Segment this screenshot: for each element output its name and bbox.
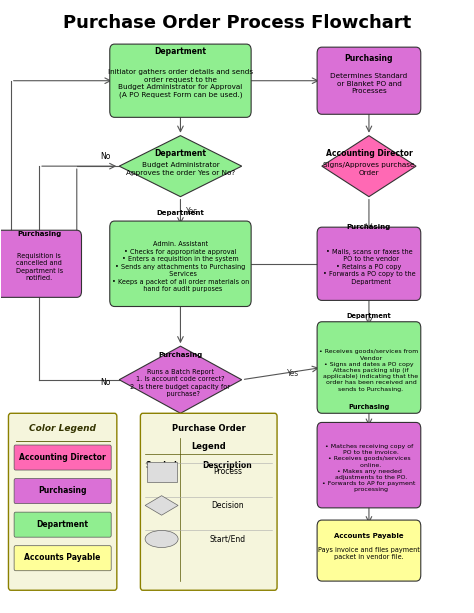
Text: Department: Department: [346, 313, 391, 319]
Text: • Mails, scans or faxes the
  PO to the vendor
• Retains a PO copy
• Forwards a : • Mails, scans or faxes the PO to the ve…: [323, 249, 415, 285]
Text: Purchase Order: Purchase Order: [172, 424, 246, 433]
Text: Yes: Yes: [186, 207, 198, 216]
FancyBboxPatch shape: [9, 413, 117, 590]
Text: Color Legend: Color Legend: [29, 424, 96, 433]
Text: Legend: Legend: [191, 443, 226, 451]
FancyBboxPatch shape: [14, 512, 111, 537]
Ellipse shape: [145, 530, 178, 547]
Text: Department: Department: [155, 47, 207, 56]
Text: Purchasing: Purchasing: [38, 486, 87, 495]
Text: Admin. Assistant
• Checks for appropriate approval
• Enters a requisition in the: Admin. Assistant • Checks for appropriat…: [112, 242, 249, 292]
FancyBboxPatch shape: [110, 221, 251, 306]
FancyBboxPatch shape: [146, 462, 177, 482]
Text: • Receives goods/services from
  Vendor
• Signs and dates a PO copy
  Attaches p: • Receives goods/services from Vendor • …: [319, 349, 419, 392]
Text: Department: Department: [156, 210, 204, 216]
Text: Process: Process: [213, 467, 242, 476]
Text: Description: Description: [203, 460, 253, 470]
Text: Accounting Director: Accounting Director: [19, 453, 106, 462]
Text: Purchase Order Process Flowchart: Purchase Order Process Flowchart: [63, 13, 411, 32]
Polygon shape: [145, 496, 178, 515]
FancyBboxPatch shape: [14, 479, 111, 504]
Text: Decision: Decision: [211, 501, 244, 510]
FancyBboxPatch shape: [140, 413, 277, 590]
FancyBboxPatch shape: [317, 47, 421, 114]
Text: No: No: [100, 378, 110, 387]
Text: Department: Department: [36, 520, 89, 529]
Text: Runs a Batch Report
1. Is account code correct?
2. Is there budget capacity for
: Runs a Batch Report 1. Is account code c…: [130, 368, 230, 397]
Polygon shape: [119, 135, 242, 197]
Text: Pays invoice and files payment
packet in vendor file.: Pays invoice and files payment packet in…: [318, 547, 420, 560]
Text: Purchasing: Purchasing: [345, 54, 393, 63]
Text: Budget Administrator
Approves the order Yes or No?: Budget Administrator Approves the order …: [126, 162, 235, 176]
Text: Yes: Yes: [287, 369, 300, 378]
FancyBboxPatch shape: [317, 322, 421, 413]
Polygon shape: [119, 346, 242, 413]
Text: Accounting Director: Accounting Director: [326, 150, 412, 158]
Text: Requisition is
cancelled and
Department is
notified.: Requisition is cancelled and Department …: [16, 253, 63, 281]
FancyBboxPatch shape: [110, 44, 251, 117]
Text: No: No: [100, 153, 110, 161]
Text: Symbol: Symbol: [146, 460, 177, 470]
Text: Purchasing: Purchasing: [158, 352, 202, 359]
Polygon shape: [322, 135, 416, 197]
Text: Purchasing: Purchasing: [347, 224, 391, 230]
FancyBboxPatch shape: [317, 520, 421, 581]
FancyBboxPatch shape: [317, 422, 421, 508]
FancyBboxPatch shape: [0, 230, 82, 297]
Text: Determines Standard
or Blanket PO and
Processes: Determines Standard or Blanket PO and Pr…: [330, 74, 408, 94]
Text: Signs/Approves purchase
Order: Signs/Approves purchase Order: [323, 162, 415, 176]
Text: Accounts Payable: Accounts Payable: [25, 554, 101, 562]
Text: • Matches receiving copy of
  PO to the invoice.
• Receives goods/services
  onl: • Matches receiving copy of PO to the in…: [322, 444, 416, 492]
FancyBboxPatch shape: [14, 546, 111, 571]
Text: Purchasing: Purchasing: [348, 403, 390, 409]
Text: Accounts Payable: Accounts Payable: [334, 533, 404, 539]
Text: Start/End: Start/End: [210, 535, 246, 544]
Text: Department: Department: [155, 150, 207, 158]
Text: Purchasing: Purchasing: [17, 232, 61, 237]
FancyBboxPatch shape: [14, 445, 111, 470]
Text: Initiator gathers order details and sends
order request to the
Budget Administra: Initiator gathers order details and send…: [108, 69, 253, 98]
FancyBboxPatch shape: [317, 227, 421, 300]
